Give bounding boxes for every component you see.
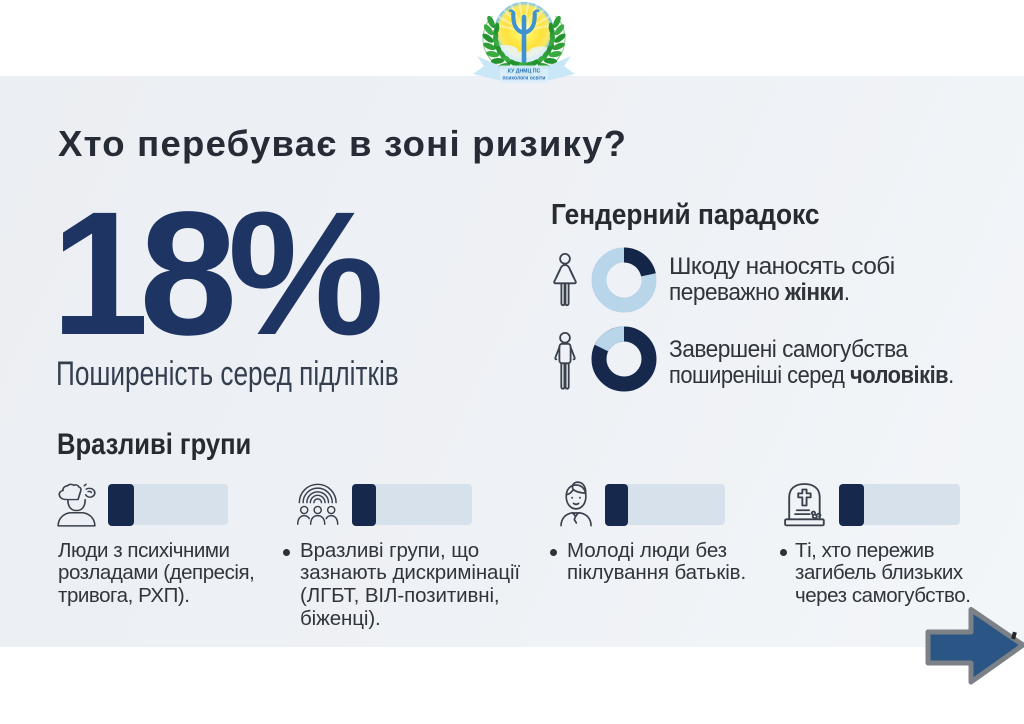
svg-text:КУ ДНМЦ ПС: КУ ДНМЦ ПС — [508, 69, 541, 75]
svg-text:психологи освіти: психологи освіти — [503, 76, 546, 82]
